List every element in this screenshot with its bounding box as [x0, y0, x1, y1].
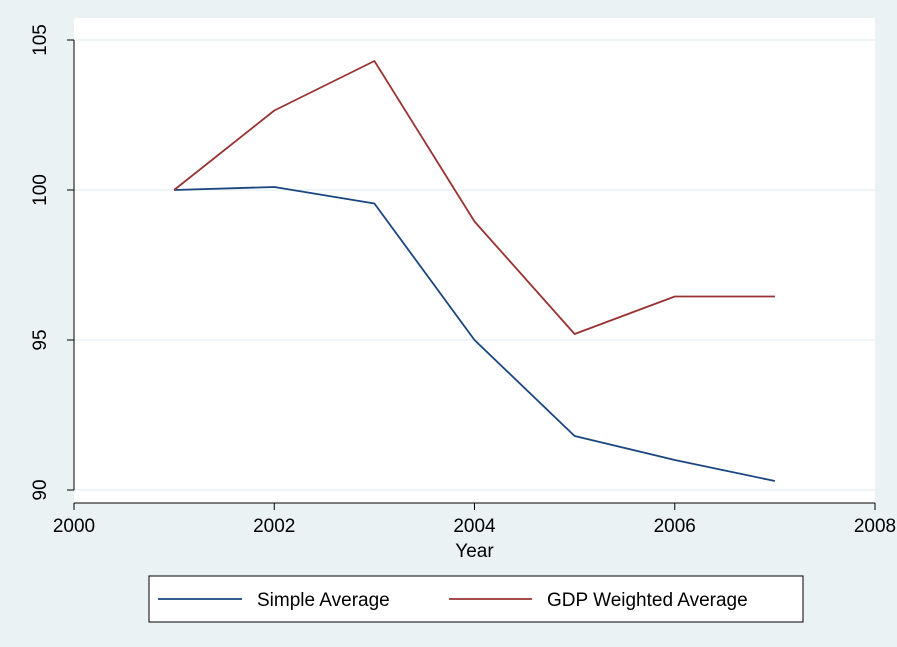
legend-label: GDP Weighted Average: [547, 590, 748, 611]
y-tick-label: 105: [30, 24, 51, 56]
legend: Simple Average GDP Weighted Average: [148, 575, 804, 623]
y-tick-label: 95: [30, 329, 51, 350]
x-tick-label: 2000: [53, 516, 95, 537]
series-lines: [173, 60, 776, 482]
y-tick-label: 90: [30, 479, 51, 500]
x-tick-label: 2002: [253, 516, 295, 537]
x-tick-label: 2008: [854, 516, 896, 537]
legend-label: Simple Average: [257, 590, 390, 611]
axes: 90 95 100 105 2000 2002 2004 2006 2008: [30, 24, 896, 537]
x-tick-label: 2006: [654, 516, 696, 537]
x-tick-label: 2004: [453, 516, 496, 537]
plot-area: [74, 18, 875, 503]
x-axis-label: Year: [455, 541, 494, 562]
y-tick-label: 100: [30, 174, 51, 206]
